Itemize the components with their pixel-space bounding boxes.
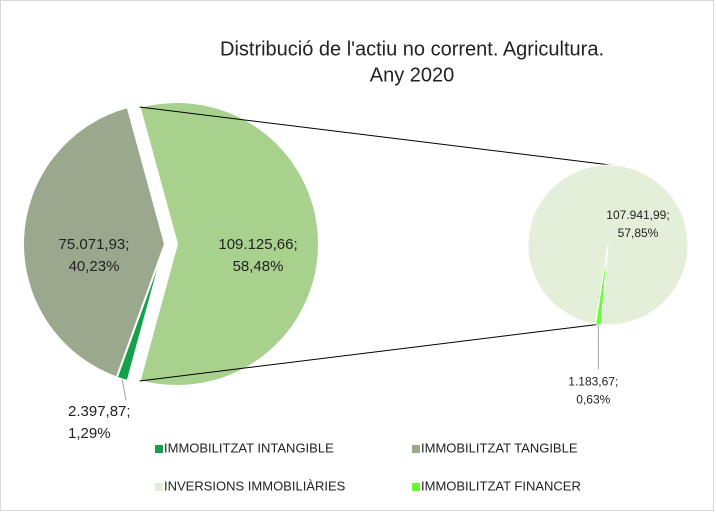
data-label: 2.397,87; [68, 403, 131, 420]
data-label: 0,63% [576, 393, 610, 407]
chart-title: Any 2020 [370, 64, 455, 86]
legend-swatch [412, 483, 420, 491]
data-label: 107.941,99; [606, 208, 669, 222]
pie-slice [138, 101, 320, 387]
legend-swatch [155, 483, 163, 491]
legend-swatch [155, 445, 163, 453]
data-label: 1.183,67; [568, 375, 618, 389]
data-label: 57,85% [618, 226, 659, 240]
data-label: 1,29% [68, 425, 111, 442]
legend-label: IMMOBILITZAT TANGIBLE [421, 440, 578, 455]
connector-line [139, 323, 599, 382]
legend-label: IMMOBILITZAT INTANGIBLE [164, 440, 334, 455]
data-label: 109.125,66; [218, 236, 297, 253]
leader-line [121, 379, 127, 401]
pie-slice [22, 105, 167, 379]
data-label: 75.071,93; [59, 236, 130, 253]
chart-title: Distribució de l'actiu no corrent. Agric… [220, 38, 604, 60]
connector-line [139, 106, 625, 168]
legend-swatch [412, 445, 420, 453]
legend-label: IMMOBILITZAT FINANCER [421, 478, 581, 493]
data-label: 58,48% [233, 258, 284, 275]
data-label: 40,23% [69, 258, 120, 275]
legend-label: INVERSIONS IMMOBILIÀRIES [164, 478, 346, 493]
